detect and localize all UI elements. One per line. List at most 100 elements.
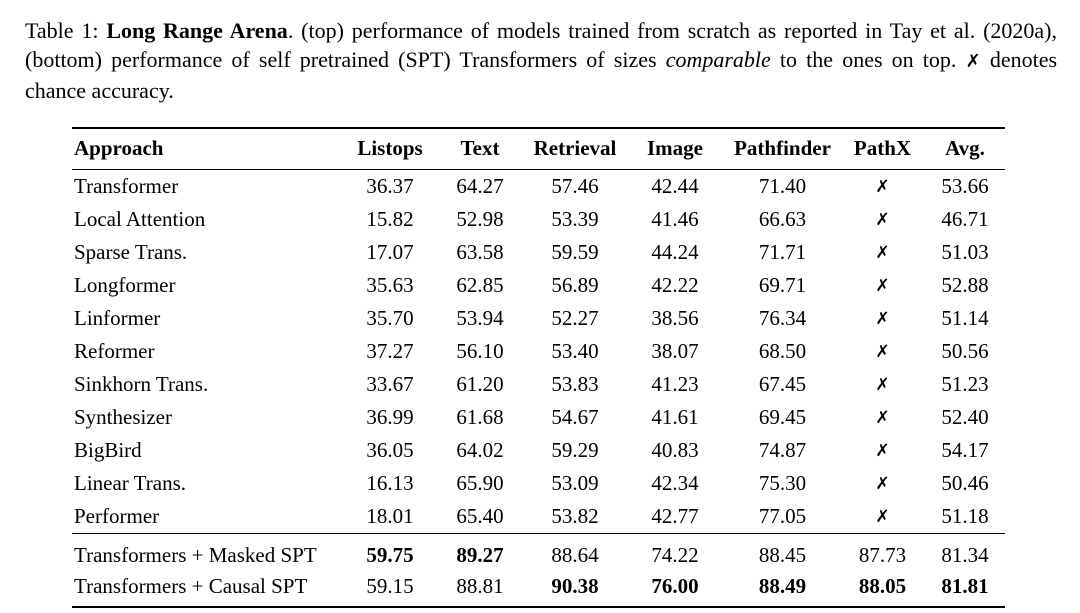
score-cell: 17.07 [366, 240, 414, 264]
score-cell: 88.45 [725, 533, 840, 571]
score-cell: 15.82 [366, 207, 414, 231]
score-cell: 64.02 [456, 438, 504, 462]
chance-accuracy-x-icon: ✗ [875, 474, 890, 494]
score-cell: 36.05 [366, 438, 414, 462]
score-cell-chance: ✗ [840, 335, 925, 368]
table-row: Longformer 35.63 62.85 56.89 42.22 69.71 ✗ 52.8… [72, 269, 1005, 302]
score-cell: 53.09 [551, 471, 599, 495]
score-cell: 81.81 [925, 571, 1005, 608]
score-cell: 88.05 [840, 571, 925, 608]
score-cell: 42.44 [651, 174, 699, 198]
score-cell-chance: ✗ [840, 467, 925, 500]
score-cell: 74.22 [625, 533, 725, 571]
caption-segment: Table 1: [25, 18, 107, 43]
table-row: BigBird 36.05 64.02 59.29 40.83 74.87 ✗ 54.17 [72, 434, 1005, 467]
score-cell: 81.34 [925, 533, 1005, 571]
results-table: Approach Listops Text Retrieval Image Pathfin… [72, 127, 1005, 608]
column-header-avg: Avg. [925, 127, 1005, 170]
score-cell: 90.38 [525, 571, 625, 608]
table-section-scratch: Transformer 36.37 64.27 57.46 42.44 71.40 ✗ 53.… [72, 170, 1005, 534]
score-cell: 35.70 [366, 306, 414, 330]
chance-accuracy-x-icon: ✗ [875, 309, 890, 329]
column-header-text: Text [435, 127, 525, 170]
score-cell-chance: ✗ [840, 203, 925, 236]
column-header-image: Image [625, 127, 725, 170]
score-cell: 51.14 [941, 306, 989, 330]
table-row: Synthesizer 36.99 61.68 54.67 41.61 69.45 ✗ 52.… [72, 401, 1005, 434]
ballot-x-icon: ✗ [965, 51, 981, 72]
table-row: Transformer 36.37 64.27 57.46 42.44 71.40 ✗ 53.… [72, 170, 1005, 204]
score-cell: 53.40 [551, 339, 599, 363]
score-cell-chance: ✗ [840, 434, 925, 467]
score-cell: 88.81 [435, 571, 525, 608]
score-cell: 38.56 [651, 306, 699, 330]
score-cell: 36.37 [366, 174, 414, 198]
approach-cell: Linear Trans. [74, 471, 186, 495]
score-cell: 56.10 [456, 339, 504, 363]
score-cell: 16.13 [366, 471, 414, 495]
chance-accuracy-x-icon: ✗ [875, 210, 890, 230]
score-cell: 41.23 [651, 372, 699, 396]
score-cell: 68.50 [758, 339, 807, 363]
score-cell: 42.34 [651, 471, 699, 495]
chance-accuracy-x-icon: ✗ [875, 342, 890, 362]
table-head: Approach Listops Text Retrieval Image Pathfin… [72, 127, 1005, 170]
score-cell: 74.87 [758, 438, 807, 462]
column-header-retrieval: Retrieval [525, 127, 625, 170]
score-cell: 37.27 [366, 339, 414, 363]
score-cell: 59.15 [345, 571, 435, 608]
score-cell: 71.40 [758, 174, 807, 198]
score-cell: 88.49 [725, 571, 840, 608]
approach-cell: Transformer [74, 174, 179, 198]
score-cell: 62.85 [456, 273, 504, 297]
chance-accuracy-x-icon: ✗ [875, 408, 890, 428]
score-cell: 41.46 [651, 207, 699, 231]
approach-cell: Transformers + Causal SPT [72, 571, 345, 608]
approach-cell: Performer [74, 504, 160, 528]
score-cell: 54.67 [551, 405, 599, 429]
score-cell: 35.63 [366, 273, 414, 297]
table-header-row: Approach Listops Text Retrieval Image Pathfin… [72, 127, 1005, 170]
score-cell: 52.27 [551, 306, 599, 330]
score-cell: 63.58 [456, 240, 504, 264]
score-cell: 59.75 [345, 533, 435, 571]
score-cell: 59.59 [551, 240, 599, 264]
score-cell: 65.40 [456, 504, 504, 528]
chance-accuracy-x-icon: ✗ [875, 507, 890, 527]
chance-accuracy-x-icon: ✗ [875, 375, 890, 395]
table-section-spt: Transformers + Masked SPT 59.75 89.27 88.64… [72, 533, 1005, 608]
score-cell: 75.30 [758, 471, 807, 495]
approach-cell: Sinkhorn Trans. [74, 372, 209, 396]
results-table-wrap: Approach Listops Text Retrieval Image Pathfin… [72, 127, 1005, 608]
score-cell: 89.27 [435, 533, 525, 571]
score-cell: 65.90 [456, 471, 504, 495]
score-cell: 44.24 [651, 240, 699, 264]
score-cell-chance: ✗ [840, 269, 925, 302]
table-row: Local Attention 15.82 52.98 53.39 41.46 66.63… [72, 203, 1005, 236]
score-cell: 51.18 [941, 504, 989, 528]
score-cell-chance: ✗ [840, 236, 925, 269]
score-cell: 51.03 [941, 240, 989, 264]
table-row: Linear Trans. 16.13 65.90 53.09 42.34 75.30 ✗ 5… [72, 467, 1005, 500]
score-cell: 66.63 [758, 207, 807, 231]
score-cell: 46.71 [941, 207, 989, 231]
score-cell: 40.83 [651, 438, 699, 462]
score-cell: 51.23 [941, 372, 989, 396]
score-cell: 42.22 [651, 273, 699, 297]
column-header-approach: Approach [72, 127, 345, 170]
approach-cell: BigBird [74, 438, 142, 462]
score-cell: 53.66 [941, 174, 989, 198]
score-cell: 61.68 [456, 405, 504, 429]
table-row: Linformer 35.70 53.94 52.27 38.56 76.34 ✗ 51.14 [72, 302, 1005, 335]
score-cell: 36.99 [366, 405, 414, 429]
approach-cell: Sparse Trans. [74, 240, 188, 264]
score-cell: 69.45 [758, 405, 807, 429]
score-cell: 87.73 [840, 533, 925, 571]
column-header-listops: Listops [345, 127, 435, 170]
caption-segment: denotes chance accuracy. [25, 47, 1058, 103]
chance-accuracy-x-icon: ✗ [875, 276, 890, 296]
score-cell-chance: ✗ [840, 302, 925, 335]
score-cell: 38.07 [651, 339, 699, 363]
approach-cell: Linformer [74, 306, 161, 330]
